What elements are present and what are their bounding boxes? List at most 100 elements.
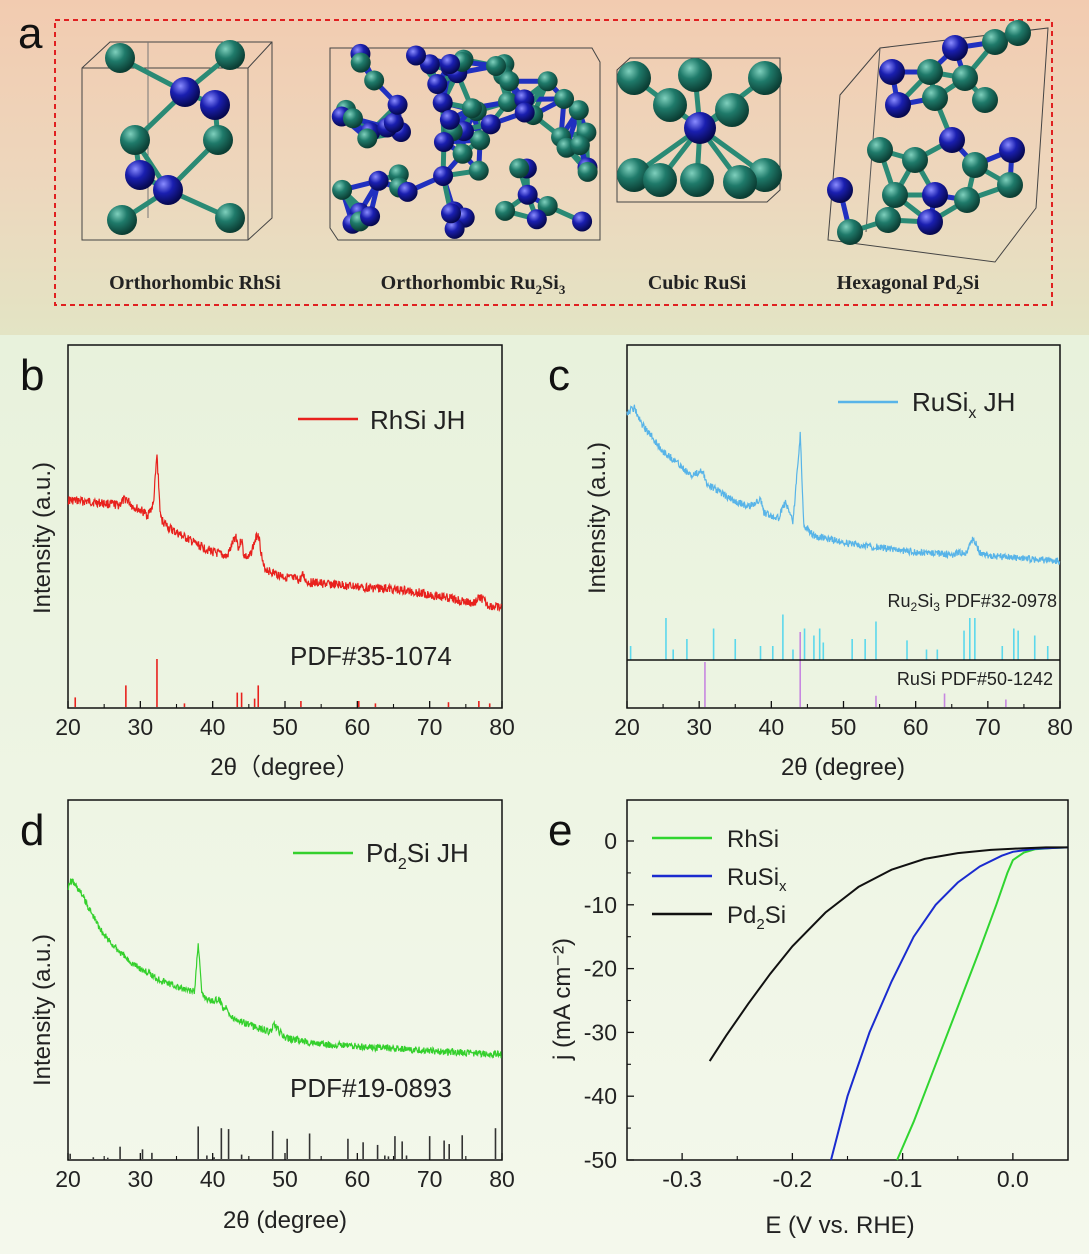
- plot-d: 20 30 40 50 60 70 80: [55, 799, 515, 1192]
- reference-b-label: PDF#35-1074: [290, 641, 452, 671]
- x-tick-label-b: 50: [272, 714, 298, 740]
- silicon-atom: [875, 207, 901, 233]
- silicon-atom: [680, 163, 714, 197]
- silicon-atom: [653, 88, 687, 122]
- plot-c: 20 30 40 50 60 70 80: [614, 344, 1073, 740]
- panel-c: c 20 30 40 50 60 70 80 RuSix JH Ru2Si3 PDF#32-…: [548, 344, 1073, 781]
- silicon-atom: [922, 85, 948, 111]
- silicon-atom: [461, 98, 482, 119]
- metal-atom: [170, 77, 200, 107]
- x-tick-label-c: 70: [975, 714, 1001, 740]
- metal-atom: [200, 90, 230, 120]
- silicon-atom: [997, 172, 1023, 198]
- series-line-e-2: [708, 846, 1068, 1062]
- silicon-atom: [617, 158, 651, 192]
- legend-b-label: RhSi JH: [370, 405, 465, 435]
- silicon-atom: [1005, 20, 1031, 46]
- metal-atom: [444, 218, 465, 239]
- x-tick-label-e: -0.3: [662, 1166, 702, 1192]
- silicon-atom: [468, 160, 489, 181]
- x-tick-label-b: 30: [128, 714, 154, 740]
- silicon-atom: [499, 71, 520, 92]
- x-axis-title-c: 2θ (degree): [781, 754, 905, 781]
- metal-atom: [441, 203, 462, 224]
- x-axis-title-e: E (V vs. RHE): [765, 1212, 914, 1239]
- panels-background: [0, 335, 1089, 1254]
- silicon-atom: [452, 143, 473, 164]
- legend-e-pd2si-label: Pd2Si: [727, 902, 786, 933]
- x-tick-label-e: -0.1: [883, 1166, 923, 1192]
- metal-atom: [917, 209, 943, 235]
- structure-label-ru2si3: Orthorhombic Ru2Si3: [381, 272, 566, 297]
- metal-atom: [368, 170, 389, 191]
- metal-atom: [406, 45, 427, 66]
- metal-atom: [514, 102, 535, 123]
- silicon-atom: [748, 61, 782, 95]
- silicon-atom: [332, 179, 353, 200]
- silicon-atom: [105, 43, 135, 73]
- x-tick-label-e: -0.2: [773, 1166, 813, 1192]
- structure-label-pd2si: Hexagonal Pd2Si: [837, 272, 980, 297]
- silicon-atom: [617, 61, 651, 95]
- panel-a-label: a: [18, 9, 43, 58]
- metal-atom: [439, 109, 460, 130]
- x-tick-label-b: 70: [417, 714, 443, 740]
- silicon-atom: [342, 108, 363, 129]
- reference-d-label: PDF#19-0893: [290, 1073, 452, 1103]
- silicon-atom: [723, 165, 757, 199]
- silicon-atom: [554, 88, 575, 109]
- legend-d-label: Pd2Si JH: [366, 838, 469, 873]
- y-tick-label-e: 0: [604, 828, 617, 854]
- x-axis-title-b: 2θ（degree）: [210, 754, 359, 781]
- y-tick-label-e: -30: [584, 1019, 617, 1045]
- metal-atom: [526, 209, 547, 230]
- silicon-atom: [678, 58, 712, 92]
- silicon-atom: [470, 130, 491, 151]
- y-tick-label-e: -10: [584, 892, 617, 918]
- x-tick-label-b: 20: [55, 714, 81, 740]
- series-line-c: [626, 404, 1061, 565]
- panel-d: d 20 30 40 50 60 70 80 Pd2Si JH PDF#19-0893 2θ…: [20, 799, 515, 1234]
- panel-b-label: b: [20, 351, 44, 400]
- metal-atom: [517, 184, 538, 205]
- silicon-atom: [917, 59, 943, 85]
- x-tick-label-e: 0.0: [997, 1166, 1029, 1192]
- panel-b: b 20 30 40 50 60 70 80 RhSi JH PDF#35-1074 2θ（…: [20, 344, 515, 781]
- silicon-atom: [203, 125, 233, 155]
- x-tick-label-c: 50: [831, 714, 857, 740]
- metal-atom: [999, 137, 1025, 163]
- y-axis-title-b: Intensity (a.u.): [29, 462, 56, 614]
- silicon-atom: [962, 152, 988, 178]
- legend-e-rusix-label: RuSix: [727, 864, 787, 895]
- silicon-atom: [982, 29, 1008, 55]
- x-tick-label-b: 80: [489, 714, 515, 740]
- silicon-atom: [577, 161, 598, 182]
- silicon-atom: [107, 205, 137, 235]
- x-tick-label-c: 40: [759, 714, 785, 740]
- metal-atom: [397, 181, 418, 202]
- plot-b: 20 30 40 50 60 70 80: [55, 344, 515, 740]
- panel-e-label: e: [548, 806, 572, 855]
- silicon-atom: [509, 158, 530, 179]
- series-line-b: [67, 454, 503, 613]
- silicon-atom: [537, 195, 558, 216]
- silicon-atom: [215, 203, 245, 233]
- silicon-atom: [495, 200, 516, 221]
- silicon-atom: [497, 91, 518, 112]
- silicon-atom: [837, 219, 863, 245]
- metal-atom: [433, 165, 454, 186]
- x-axis-title-d: 2θ (degree): [223, 1207, 347, 1234]
- silicon-atom: [954, 187, 980, 213]
- silicon-atom: [357, 128, 378, 149]
- silicon-atom: [902, 147, 928, 173]
- x-tick-label-d: 30: [128, 1166, 154, 1192]
- x-tick-label-d: 60: [345, 1166, 371, 1192]
- crystal-structures: [81, 20, 1049, 263]
- metal-atom: [153, 175, 183, 205]
- y-tick-label-e: -20: [584, 956, 617, 982]
- silicon-atom: [120, 125, 150, 155]
- metal-atom: [879, 59, 905, 85]
- metal-atom: [383, 112, 404, 133]
- metal-atom: [922, 182, 948, 208]
- legend-c-label: RuSix JH: [912, 387, 1015, 422]
